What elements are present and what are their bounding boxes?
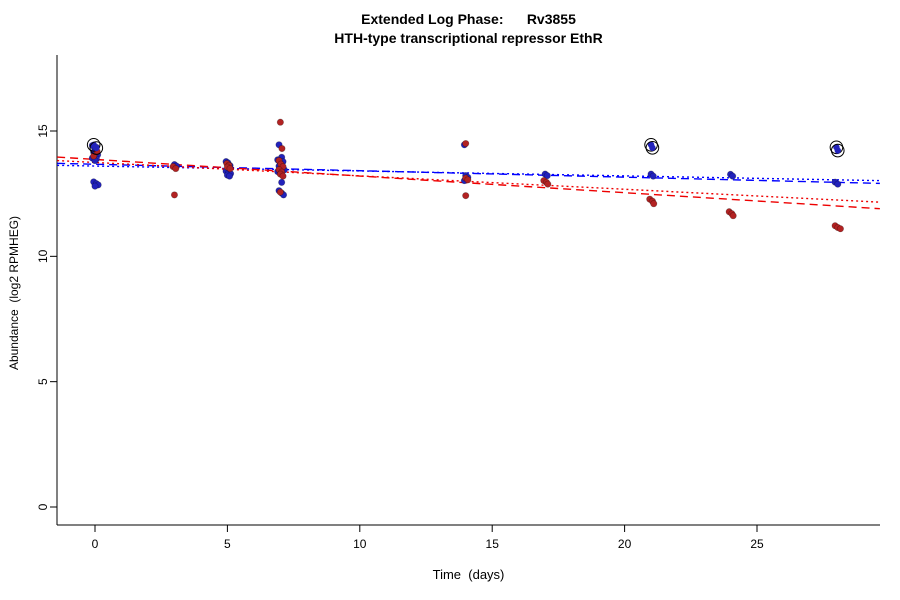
outlier-point — [93, 144, 100, 152]
x-tick-label: 25 — [750, 537, 764, 551]
outlier-ring — [89, 141, 104, 155]
blue-data-point — [278, 178, 286, 186]
y-tick-label: 0 — [36, 503, 50, 510]
red-data-point — [544, 180, 552, 188]
blue-data-point — [834, 180, 842, 188]
blue-data-point — [649, 172, 657, 180]
chart-title: Extended Log Phase: Rv3855 — [361, 11, 576, 27]
y-tick-label: 10 — [36, 249, 50, 263]
x-tick-label: 20 — [618, 537, 632, 551]
red-data-point — [279, 172, 287, 180]
red-data-point — [226, 165, 234, 173]
red-data-point — [462, 139, 470, 148]
x-tick-label: 10 — [353, 537, 367, 551]
red-data-point — [172, 165, 180, 173]
red-data-point — [836, 225, 844, 233]
chart-subtitle: HTH-type transcriptional repressor EthR — [334, 30, 603, 46]
blue-data-point — [91, 182, 99, 190]
blue-fit-dashed — [57, 162, 880, 185]
y-tick-label: 15 — [36, 124, 50, 138]
blue-data-point — [729, 172, 737, 180]
x-axis-label: Time (days) — [432, 567, 505, 582]
outlier-ring — [830, 143, 845, 158]
x-tick-label: 15 — [486, 537, 500, 551]
red-data-point — [729, 212, 737, 220]
y-tick-label: 5 — [36, 378, 50, 385]
red-data-point — [276, 188, 284, 196]
title-block: Extended Log Phase: Rv3855 HTH-type tran… — [57, 10, 880, 48]
outlier-ring — [645, 140, 660, 155]
red-data-point — [170, 191, 178, 199]
x-tick-label: 0 — [92, 537, 99, 551]
red-data-point — [650, 200, 658, 208]
outlier-ring — [86, 137, 101, 152]
blue-fit-dotted — [57, 164, 880, 182]
blue-data-point — [543, 172, 551, 180]
outlier-point — [649, 144, 656, 151]
x-tick-label: 5 — [224, 537, 231, 551]
red-data-point — [464, 176, 472, 184]
red-data-point — [278, 144, 286, 153]
red-data-point — [462, 192, 470, 200]
red-data-point — [276, 118, 284, 126]
blue-data-point — [225, 172, 234, 180]
outlier-point — [834, 147, 841, 154]
red-fit-dashed — [57, 156, 880, 210]
